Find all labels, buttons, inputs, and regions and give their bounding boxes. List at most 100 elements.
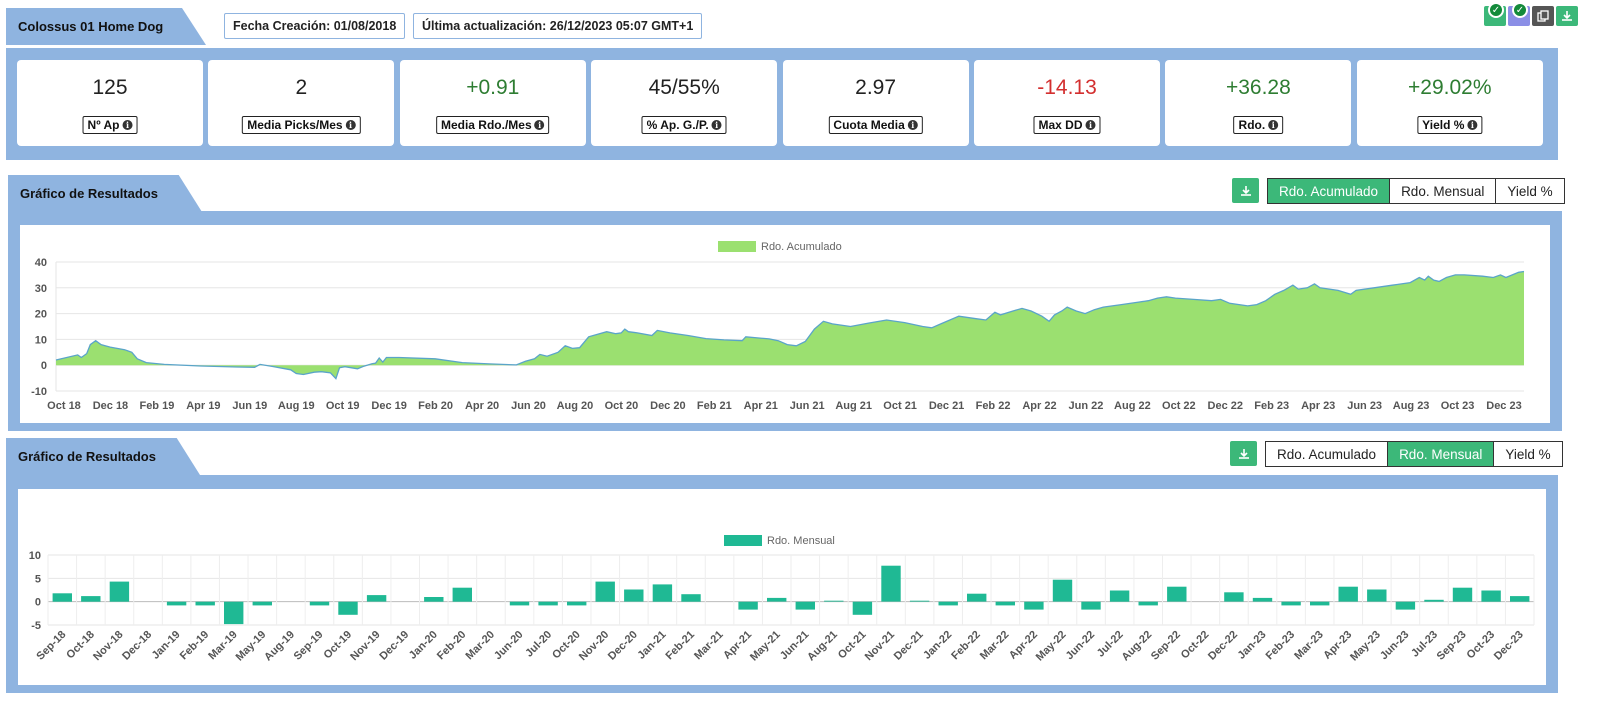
x-tick-label: Aug-19 — [262, 629, 297, 664]
bar[interactable] — [967, 593, 987, 602]
info-icon[interactable]: i — [711, 120, 722, 130]
info-icon[interactable]: i — [1467, 120, 1478, 130]
x-tick-label: Jun-22 — [1064, 629, 1098, 663]
bar[interactable] — [1109, 590, 1130, 602]
info-icon[interactable]: i — [345, 120, 356, 130]
x-tick-label: Jun 20 — [511, 400, 546, 412]
x-tick-label: Dec-23 — [1492, 629, 1526, 663]
bar[interactable] — [938, 601, 958, 606]
chart2-download-button[interactable] — [1230, 441, 1257, 466]
bar[interactable] — [195, 601, 215, 606]
info-icon[interactable]: i — [122, 120, 133, 130]
view-tab[interactable]: Rdo. Acumulado — [1268, 179, 1391, 203]
x-tick-label: Jan-19 — [150, 629, 183, 662]
info-icon[interactable]: i — [1085, 120, 1096, 130]
x-tick-label: Sep-23 — [1435, 629, 1469, 663]
bar[interactable] — [852, 601, 873, 615]
bar[interactable] — [52, 593, 72, 602]
bar[interactable] — [1224, 592, 1244, 602]
bar[interactable] — [166, 601, 187, 606]
x-tick-label: Dec 20 — [650, 400, 685, 412]
stat-label[interactable]: Rdo. i — [1233, 116, 1284, 134]
stat-label[interactable]: Yield % i — [1417, 116, 1483, 134]
bar[interactable] — [224, 601, 244, 625]
x-tick-label: Aug 22 — [1114, 400, 1151, 412]
x-tick-label: Aug-21 — [805, 629, 840, 664]
chart2-view-toggle: Rdo. Acumulado Rdo. Mensual Yield % — [1265, 441, 1563, 467]
bar[interactable] — [452, 587, 472, 602]
bar[interactable] — [881, 565, 901, 602]
stat-label[interactable]: % Ap. G./P. i — [641, 116, 727, 134]
stat-label[interactable]: Max DD i — [1033, 116, 1101, 134]
x-tick-label: May-19 — [234, 629, 269, 664]
bar[interactable] — [1281, 601, 1301, 606]
bar[interactable] — [567, 601, 587, 606]
x-tick-label: Jan-20 — [407, 629, 440, 662]
bar[interactable] — [252, 601, 272, 606]
bar[interactable] — [624, 589, 644, 602]
legend-swatch[interactable] — [724, 535, 762, 546]
bar[interactable] — [652, 584, 673, 602]
view-tab[interactable]: Rdo. Acumulado — [1266, 442, 1389, 466]
bar[interactable] — [538, 601, 558, 606]
info-icon[interactable]: i — [534, 120, 545, 130]
copy-button[interactable] — [1532, 6, 1554, 26]
bar[interactable] — [995, 601, 1015, 606]
stat-value: -14.13 — [1037, 76, 1097, 99]
x-tick-label: May-22 — [1034, 629, 1069, 664]
bar[interactable] — [824, 600, 844, 602]
x-tick-label: Dec-20 — [606, 629, 640, 663]
bar[interactable] — [1510, 596, 1530, 602]
bar[interactable] — [767, 597, 787, 602]
bar[interactable] — [81, 596, 101, 602]
bar[interactable] — [1481, 590, 1501, 602]
x-tick-label: Feb-20 — [435, 629, 469, 663]
bar[interactable] — [1452, 587, 1473, 602]
view-tab[interactable]: Rdo. Mensual — [1390, 179, 1497, 203]
stat-label[interactable]: Cuota Media i — [828, 116, 923, 134]
info-icon[interactable]: i — [907, 120, 918, 130]
bar[interactable] — [738, 601, 758, 610]
verified-badge-2[interactable]: ✓ — [1508, 2, 1530, 26]
bar[interactable] — [109, 581, 130, 602]
x-tick-label: Nov-20 — [577, 629, 611, 663]
x-tick-label: Mar-21 — [692, 629, 726, 663]
bar[interactable] — [1310, 601, 1330, 606]
stat-label-text: % Ap. G./P. — [646, 118, 709, 132]
chart1-download-button[interactable] — [1232, 178, 1259, 203]
bar[interactable] — [795, 601, 815, 610]
x-tick-label: Jan-22 — [921, 629, 954, 662]
download-button[interactable] — [1556, 6, 1578, 26]
bar[interactable] — [1252, 597, 1273, 602]
stat-label[interactable]: Media Rdo./Mes i — [435, 116, 550, 134]
bar[interactable] — [338, 601, 358, 615]
view-tab[interactable]: Yield % — [1507, 183, 1553, 199]
bar[interactable] — [509, 601, 530, 606]
bar[interactable] — [1338, 586, 1358, 602]
x-tick-label: Jan-21 — [635, 629, 668, 662]
bar[interactable] — [309, 601, 330, 606]
legend-swatch[interactable] — [718, 241, 756, 252]
download-icon — [1562, 11, 1572, 21]
bar[interactable] — [1081, 601, 1101, 610]
bar[interactable] — [1167, 586, 1187, 602]
bar[interactable] — [1367, 589, 1387, 602]
view-tab[interactable]: Rdo. Mensual — [1388, 442, 1495, 466]
stat-label[interactable]: Nº Ap i — [82, 116, 138, 134]
bar[interactable] — [1424, 599, 1444, 602]
bar[interactable] — [1024, 601, 1044, 610]
bar[interactable] — [1138, 601, 1158, 606]
bar[interactable] — [1052, 579, 1073, 602]
bar[interactable] — [1395, 601, 1416, 610]
bar[interactable] — [366, 595, 387, 602]
bar[interactable] — [595, 581, 615, 602]
verified-badge-1[interactable]: ✓ — [1484, 2, 1506, 26]
y-tick-label: 30 — [35, 283, 47, 295]
stat-label[interactable]: Media Picks/Mes i — [242, 116, 361, 134]
bar[interactable] — [909, 600, 930, 602]
info-icon[interactable]: i — [1268, 120, 1279, 130]
bar[interactable] — [424, 597, 444, 602]
view-tab[interactable]: Yield % — [1505, 446, 1551, 462]
x-tick-label: Jun 23 — [1347, 400, 1382, 412]
bar[interactable] — [681, 594, 701, 602]
